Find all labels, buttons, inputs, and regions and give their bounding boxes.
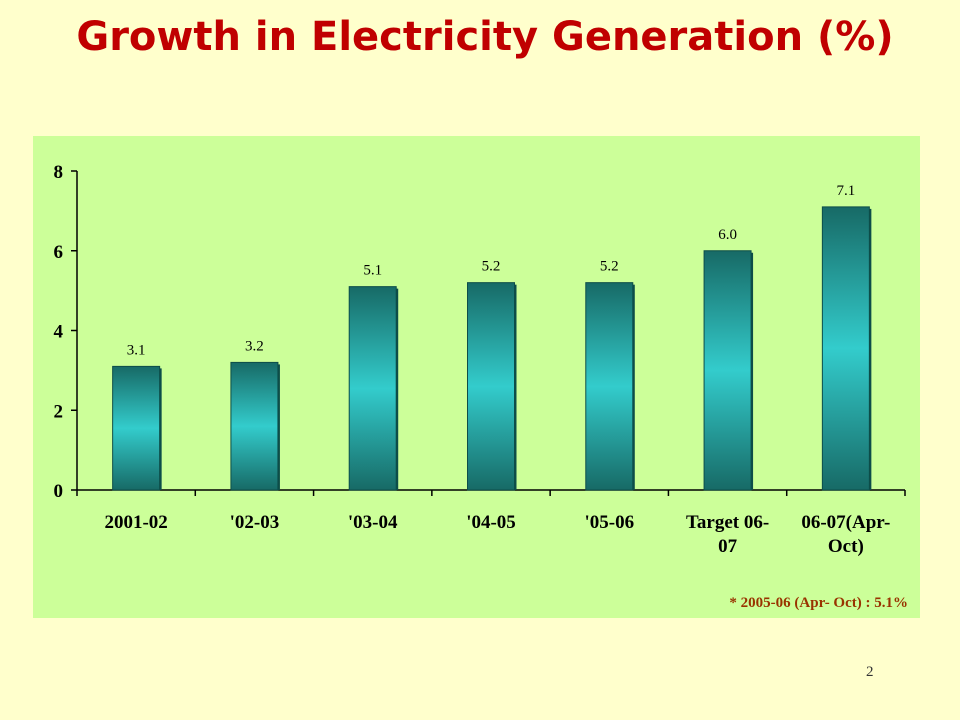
category-label: '03-04 xyxy=(348,512,398,533)
bar-shadow xyxy=(869,208,872,490)
data-label: 5.2 xyxy=(482,259,501,275)
bar-shadow xyxy=(632,284,635,490)
bar-shadow xyxy=(396,288,399,490)
category-label: '02-03 xyxy=(230,512,280,533)
y-tick-label: 6 xyxy=(54,242,64,263)
category-label: 06-07(Apr- xyxy=(801,512,890,533)
category-label: 2001-02 xyxy=(104,512,167,533)
bar xyxy=(585,282,634,491)
bar xyxy=(467,282,515,491)
bar xyxy=(112,365,161,491)
bar-shadow xyxy=(514,284,517,490)
chart-footnote: * 2005-06 (Apr- Oct) : 5.1% xyxy=(729,595,908,611)
bar xyxy=(348,286,397,491)
data-label: 3.2 xyxy=(245,338,264,354)
category-label: '05-06 xyxy=(584,512,634,533)
y-tick-label: 8 xyxy=(54,162,64,183)
data-label: 5.2 xyxy=(600,259,619,275)
category-label: Target 06- xyxy=(686,512,769,533)
bar xyxy=(821,206,870,491)
y-tick-label: 2 xyxy=(54,401,64,422)
category-label: Oct) xyxy=(828,536,864,557)
data-label: 6.0 xyxy=(718,227,737,243)
data-label: 5.1 xyxy=(363,263,382,279)
category-label: 07 xyxy=(718,536,738,557)
data-label: 7.1 xyxy=(836,183,855,199)
bar-chart: 0 2 4 6 8 3.1 2001-02 3.2 '02-03 5.1 '03-04 5.2 '04… xyxy=(54,162,906,557)
bar-shadow xyxy=(277,364,280,490)
chart-panel: 0 2 4 6 8 3.1 2001-02 3.2 '02-03 5.1 '03-04 5.2 '04… xyxy=(33,136,920,618)
slide-title: Growth in Electricity Generation (%) xyxy=(76,14,894,60)
y-tick-label: 4 xyxy=(54,322,64,343)
slide-number: 2 xyxy=(866,664,874,680)
bar-shadow xyxy=(751,252,754,490)
y-tick-label: 0 xyxy=(54,481,64,502)
bar xyxy=(230,361,279,491)
data-label: 3.1 xyxy=(127,342,146,358)
bar-shadow xyxy=(159,368,162,490)
category-label: '04-05 xyxy=(466,512,516,533)
bar xyxy=(703,250,752,491)
